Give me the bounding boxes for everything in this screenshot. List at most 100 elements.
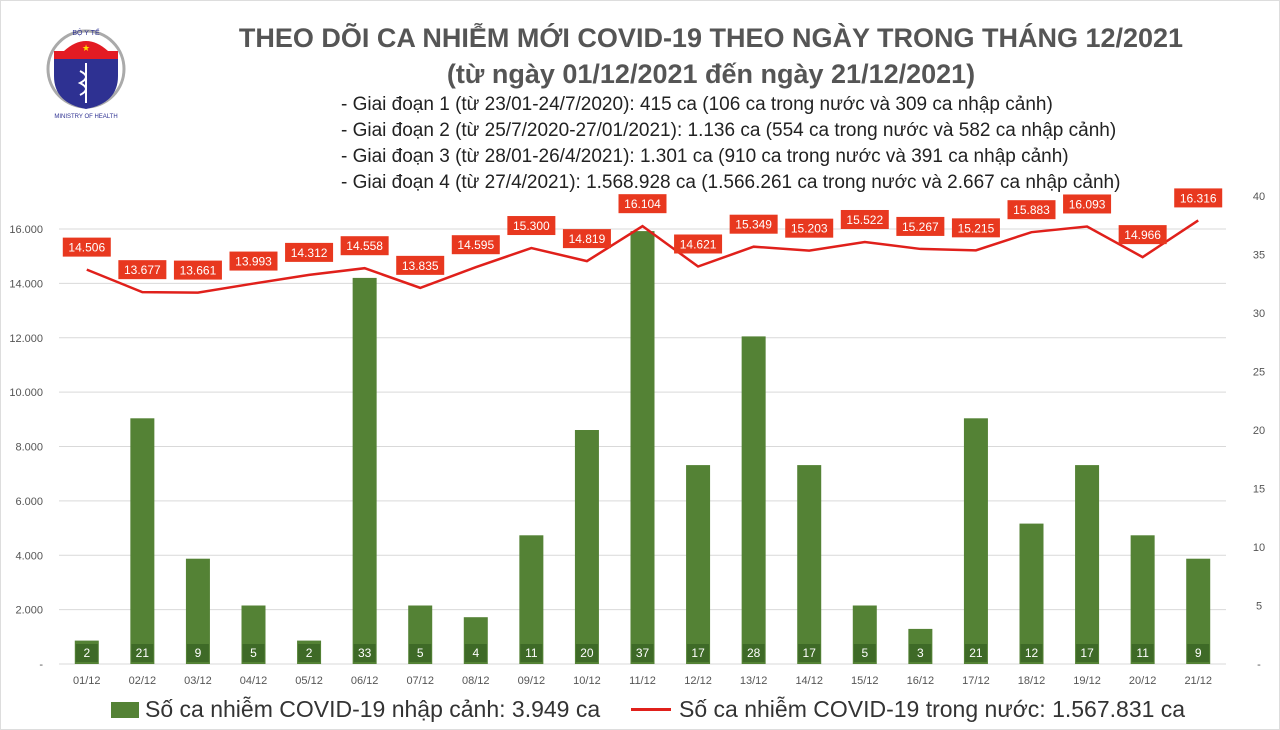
bar-label: 33 xyxy=(358,646,372,660)
svg-text:MINISTRY OF HEALTH: MINISTRY OF HEALTH xyxy=(54,114,117,120)
bar xyxy=(741,336,766,664)
x-axis-tick: 15/12 xyxy=(851,675,879,687)
right-axis-tick: 5 xyxy=(1256,601,1262,613)
left-axis-tick: 2.000 xyxy=(15,605,43,617)
left-axis-tick: - xyxy=(39,659,43,671)
legend-bar: Số ca nhiễm COVID-19 nhập cảnh: 3.949 ca xyxy=(111,696,600,723)
bar-label-box xyxy=(631,644,654,662)
line-label-box xyxy=(785,218,834,238)
x-axis-tick: 01/12 xyxy=(73,675,101,687)
bar-label: 17 xyxy=(691,646,705,660)
legend-bar-swatch xyxy=(111,701,139,718)
line-label: 13.661 xyxy=(180,264,217,278)
x-axis-tick: 20/12 xyxy=(1129,675,1157,687)
bar-label-box xyxy=(1076,644,1099,662)
x-axis-tick: 12/12 xyxy=(684,675,712,687)
chart-subtitle: (từ ngày 01/12/2021 đến ngày 21/12/2021) xyxy=(446,59,976,89)
right-axis-tick: 20 xyxy=(1253,425,1265,437)
line-label-box xyxy=(507,216,556,236)
line-label: 14.595 xyxy=(457,238,494,252)
x-axis-tick: 18/12 xyxy=(1018,675,1046,687)
bar-label-box xyxy=(853,644,876,662)
line-label: 14.506 xyxy=(68,241,105,255)
bar-label: 17 xyxy=(803,646,817,660)
bar-label-box xyxy=(409,644,432,662)
bar-label-box xyxy=(1131,644,1154,662)
x-axis-tick: 13/12 xyxy=(740,675,768,687)
line-label-box xyxy=(562,229,611,249)
right-axis-tick: 25 xyxy=(1253,367,1265,379)
line-label: 15.267 xyxy=(902,220,939,234)
line-label-box xyxy=(729,214,778,234)
bar-label: 20 xyxy=(580,646,594,660)
line-label-box xyxy=(229,251,278,271)
line-label: 14.819 xyxy=(569,232,606,246)
bar-label-box xyxy=(742,644,765,662)
line-label-box xyxy=(618,194,667,214)
bar-label-box xyxy=(520,644,543,662)
bar xyxy=(963,418,988,664)
line-label-box xyxy=(396,255,445,275)
line-label-box xyxy=(118,260,167,280)
line-label-box xyxy=(896,216,945,236)
bar-label: 5 xyxy=(417,646,424,660)
legend-line: Số ca nhiễm COVID-19 trong nước: 1.567.8… xyxy=(631,696,1185,723)
bar-label: 12 xyxy=(1025,646,1039,660)
chart-title: THEO DÕI CA NHIỄM MỚI COVID-19 THEO NGÀY… xyxy=(238,23,1184,53)
bar-label: 2 xyxy=(83,646,90,660)
line-label: 16.316 xyxy=(1180,191,1217,205)
bar xyxy=(1075,465,1100,664)
bar-label: 28 xyxy=(747,646,761,660)
x-axis-tick: 21/12 xyxy=(1184,675,1212,687)
bar xyxy=(352,277,377,664)
bar-label: 5 xyxy=(250,646,257,660)
bar-label: 21 xyxy=(136,646,150,660)
line-label: 14.621 xyxy=(680,237,717,251)
bar-label: 9 xyxy=(195,646,202,660)
bar-label: 2 xyxy=(306,646,313,660)
x-axis-tick: 05/12 xyxy=(295,675,323,687)
line-label-box xyxy=(173,260,222,280)
line-label: 15.203 xyxy=(791,222,828,236)
bar-label-box xyxy=(687,644,710,662)
right-axis-tick: - xyxy=(1257,659,1261,671)
note-phase-1: - Giai đoạn 1 (từ 23/01-24/7/2020): 415 … xyxy=(341,94,1053,115)
line-label-box xyxy=(1174,188,1223,208)
line-label: 15.300 xyxy=(513,219,550,233)
bar-label-box xyxy=(242,644,265,662)
left-axis-tick: 6.000 xyxy=(15,496,43,508)
right-axis-tick: 10 xyxy=(1253,542,1265,554)
left-axis-tick: 12.000 xyxy=(9,333,43,345)
bar-label-box xyxy=(1020,644,1043,662)
bar-label: 11 xyxy=(1136,646,1149,660)
line-series xyxy=(86,219,1199,294)
line-label: 14.558 xyxy=(346,239,383,253)
line-label: 14.312 xyxy=(291,246,328,260)
bar-label: 9 xyxy=(1195,646,1202,660)
line-label-box xyxy=(840,209,889,229)
x-axis-tick: 16/12 xyxy=(907,675,935,687)
ministry-logo: ★ BỘ Y TẾ MINISTRY OF HEALTH xyxy=(46,27,126,120)
bar-label-box xyxy=(964,644,987,662)
bar-label: 3 xyxy=(917,646,924,660)
note-phase-3: - Giai đoạn 3 (từ 28/01-26/4/2021): 1.30… xyxy=(341,146,1069,167)
bar xyxy=(797,465,822,664)
left-axis-tick: 14.000 xyxy=(9,278,43,290)
line-label: 13.993 xyxy=(235,255,272,269)
right-axis-tick: 35 xyxy=(1253,250,1265,262)
bar xyxy=(1130,535,1155,664)
line-label: 15.349 xyxy=(735,218,772,232)
right-axis-tick: 40 xyxy=(1253,191,1265,203)
x-axis-tick: 02/12 xyxy=(129,675,157,687)
x-axis-tick: 07/12 xyxy=(406,675,434,687)
legend-line-label: Số ca nhiễm COVID-19 trong nước: 1.567.8… xyxy=(679,696,1186,722)
line-label-box xyxy=(951,218,1000,238)
line-label: 13.835 xyxy=(402,259,439,273)
left-axis-tick: 4.000 xyxy=(15,550,43,562)
left-axis-tick: 8.000 xyxy=(15,442,43,454)
line-label-box xyxy=(451,235,500,255)
line-label: 15.522 xyxy=(846,213,883,227)
x-axis-tick: 19/12 xyxy=(1073,675,1101,687)
